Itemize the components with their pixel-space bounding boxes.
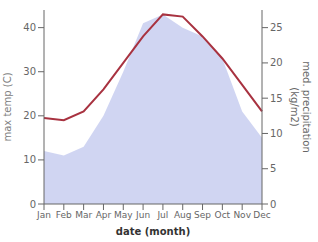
svg-text:10: 10 (270, 128, 283, 139)
svg-text:Nov: Nov (233, 210, 251, 220)
svg-text:Jul: Jul (156, 210, 168, 220)
svg-text:Oct: Oct (215, 210, 231, 220)
svg-text:40: 40 (23, 22, 36, 33)
svg-text:20: 20 (270, 57, 283, 68)
svg-text:0: 0 (270, 199, 276, 210)
svg-text:Jun: Jun (135, 210, 150, 220)
svg-text:max temp (C): max temp (C) (8, 72, 13, 141)
svg-text:15: 15 (270, 93, 283, 104)
svg-text:Jan: Jan (36, 210, 51, 220)
svg-text:5: 5 (270, 163, 276, 174)
svg-text:med. precipitation(kg/m2): med. precipitation(kg/m2) (289, 61, 311, 153)
svg-text:date (month): date (month) (116, 226, 190, 237)
svg-text:Apr: Apr (96, 210, 112, 220)
svg-text:May: May (114, 210, 133, 220)
svg-text:Feb: Feb (56, 210, 72, 220)
svg-text:30: 30 (23, 66, 36, 77)
svg-text:Mar: Mar (75, 210, 92, 220)
svg-text:Sep: Sep (194, 210, 211, 220)
svg-text:Aug: Aug (174, 210, 192, 220)
svg-text:20: 20 (23, 110, 36, 121)
svg-text:Dec: Dec (253, 210, 270, 220)
svg-text:10: 10 (23, 154, 36, 165)
svg-text:0: 0 (30, 199, 36, 210)
svg-text:25: 25 (270, 22, 283, 33)
